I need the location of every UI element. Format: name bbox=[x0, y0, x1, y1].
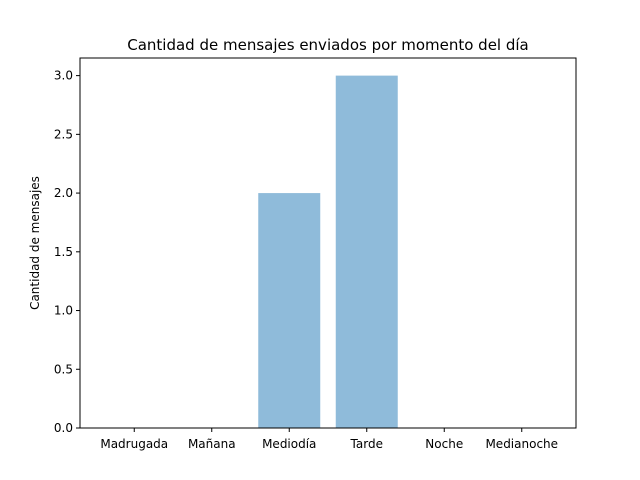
y-tick-label-5: 2.5 bbox=[54, 127, 73, 141]
bar-3 bbox=[335, 75, 398, 428]
x-tick-label-4: Noche bbox=[425, 437, 463, 451]
bar-2 bbox=[258, 193, 321, 428]
y-tick-label-6: 3.0 bbox=[54, 69, 73, 83]
y-tick-label-3: 1.5 bbox=[54, 245, 73, 259]
x-tick-label-0: Madrugada bbox=[100, 437, 168, 451]
y-tick-label-4: 2.0 bbox=[54, 186, 73, 200]
y-tick-label-0: 0.0 bbox=[54, 421, 73, 435]
y-axis-label: Cantidad de mensajes bbox=[28, 176, 42, 310]
x-tick-label-5: Medianoche bbox=[485, 437, 558, 451]
y-tick-label-2: 1.0 bbox=[54, 304, 73, 318]
x-tick-label-2: Mediodía bbox=[262, 437, 316, 451]
y-axis-ticks: 0.0 0.5 1.0 1.5 2.0 2.5 3.0 bbox=[54, 69, 80, 435]
x-axis-ticks: Madrugada Mañana Mediodía Tarde Noche Mediano… bbox=[100, 428, 558, 451]
bars-group bbox=[258, 75, 398, 428]
plot-frame bbox=[79, 57, 577, 429]
x-tick-label-3: Tarde bbox=[350, 437, 383, 451]
y-tick-label-1: 0.5 bbox=[54, 362, 73, 376]
x-tick-label-1: Mañana bbox=[188, 437, 236, 451]
chart-title: Cantidad de mensajes enviados por moment… bbox=[127, 36, 529, 54]
